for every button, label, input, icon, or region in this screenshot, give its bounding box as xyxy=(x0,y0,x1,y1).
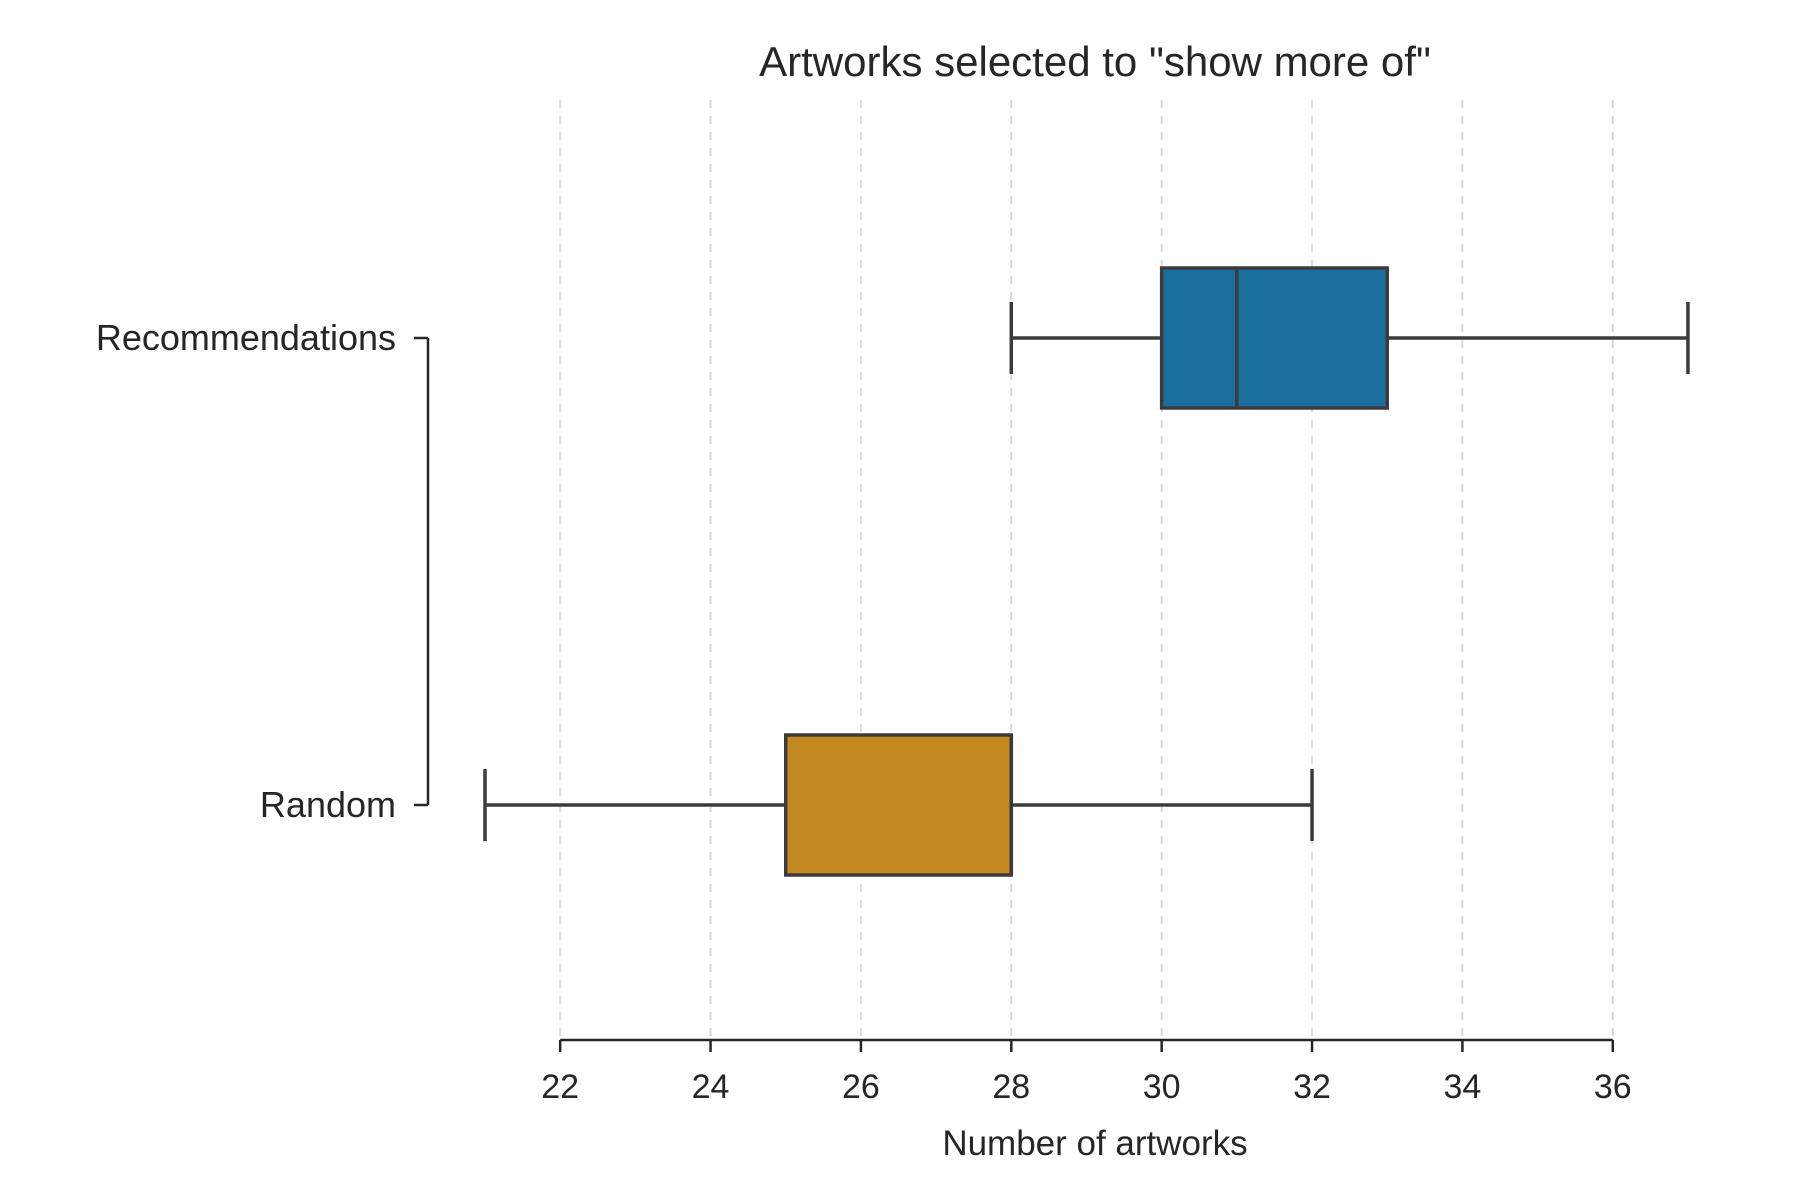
x-tick-label-30: 30 xyxy=(1143,1068,1181,1106)
box-random xyxy=(483,733,1314,877)
iqr-box-random xyxy=(783,733,1014,877)
y-tick-label-random: Random xyxy=(260,784,396,825)
gridlines xyxy=(559,100,1614,1040)
x-tick-label-28: 28 xyxy=(992,1068,1030,1106)
chart-title: Artworks selected to "show more of" xyxy=(759,38,1431,85)
x-axis-label: Number of artworks xyxy=(942,1124,1247,1163)
x-tick-label-32: 32 xyxy=(1293,1068,1331,1106)
x-tick-label-24: 24 xyxy=(692,1068,730,1106)
x-tick-label-36: 36 xyxy=(1594,1068,1632,1106)
x-tick-label-26: 26 xyxy=(842,1068,880,1106)
x-axis: 22 24 26 28 30 32 34 36 xyxy=(541,1038,1632,1106)
x-tick-label-22: 22 xyxy=(541,1068,579,1106)
y-tick-label-recommendations: Recommendations xyxy=(96,317,396,358)
box-recommendations xyxy=(1009,266,1690,410)
iqr-box-recommendations xyxy=(1159,266,1389,410)
y-axis: Recommendations Random xyxy=(96,317,430,825)
x-tick-label-34: 34 xyxy=(1443,1068,1481,1106)
box-series xyxy=(483,266,1690,877)
